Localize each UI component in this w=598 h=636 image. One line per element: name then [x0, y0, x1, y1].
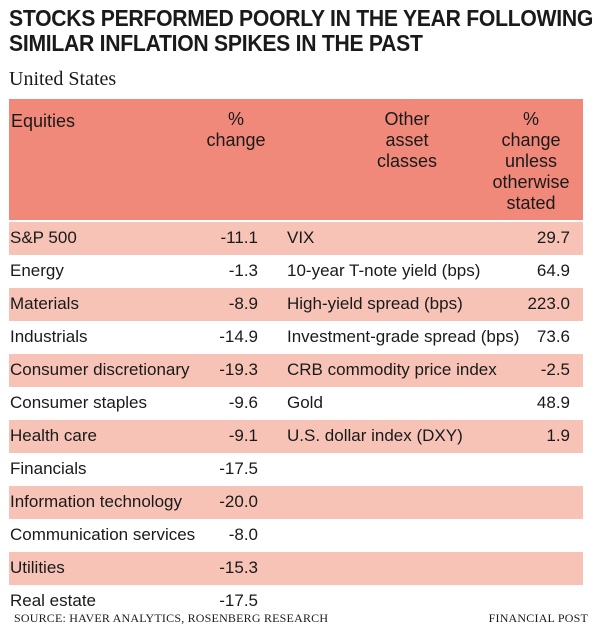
title-line-2: SIMILAR INFLATION SPIKES IN THE PAST	[9, 30, 423, 56]
asset-name: Gold	[287, 393, 323, 412]
asset-name: VIX	[287, 228, 315, 247]
title-line-1: STOCKS PERFORMED POORLY IN THE YEAR FOLL…	[9, 5, 594, 31]
header-pct-change: % change	[206, 109, 266, 150]
equity-name: Utilities	[10, 558, 65, 577]
asset-change: 223.0	[527, 294, 570, 313]
table-header: Equities % change Other asset classes % …	[9, 99, 583, 220]
equity-change: -9.6	[228, 393, 258, 412]
header-other-assets: Other asset classes	[376, 109, 438, 171]
asset-change: 48.9	[536, 393, 570, 412]
page-title: STOCKS PERFORMED POORLY IN THE YEAR FOLL…	[9, 5, 594, 56]
table-row: Information technology -20.0	[9, 486, 583, 519]
asset-name: 10-year T-note yield (bps)	[287, 261, 481, 280]
table-row: Energy -1.3 10-year T-note yield (bps) 6…	[9, 255, 583, 288]
equity-name: Consumer discretionary	[10, 360, 190, 379]
publisher-credit: FINANCIAL POST	[488, 611, 588, 625]
equity-name: Information technology	[10, 492, 182, 511]
equity-name: Consumer staples	[10, 393, 148, 412]
table-row: Communication services -8.0	[9, 519, 583, 552]
asset-change: 29.7	[536, 228, 570, 247]
header-pct-change-other: % change unless otherwise stated	[492, 109, 570, 213]
asset-change: 1.9	[546, 426, 570, 445]
equity-name: Communication services	[10, 525, 196, 544]
table-body: S&P 500 -11.1 VIX 29.7 Energy -1.3 10-ye…	[9, 222, 583, 618]
equity-name: Financials	[10, 459, 87, 478]
asset-name: CRB commodity price index	[287, 360, 497, 379]
equity-name: Energy	[10, 261, 64, 280]
equity-name: S&P 500	[10, 228, 77, 247]
equity-change: -19.3	[219, 360, 258, 379]
header-equities: Equities	[11, 111, 76, 131]
table-row: Consumer staples -9.6 Gold 48.9	[9, 387, 583, 420]
asset-name: High-yield spread (bps)	[287, 294, 463, 313]
table-row: Utilities -15.3	[9, 552, 583, 585]
equity-change: -20.0	[219, 492, 258, 511]
table-row: S&P 500 -11.1 VIX 29.7	[9, 222, 583, 255]
table-row: Health care -9.1 U.S. dollar index (DXY)…	[9, 420, 583, 453]
equity-change: -9.1	[228, 426, 258, 445]
equity-change: -14.9	[219, 327, 258, 346]
equity-change: -11.1	[220, 228, 259, 247]
equity-change: -15.3	[219, 558, 258, 577]
equity-change: -8.0	[228, 525, 258, 544]
asset-name: U.S. dollar index (DXY)	[287, 426, 463, 445]
asset-name: Investment-grade spread (bps)	[287, 327, 520, 346]
source-note: SOURCE: HAVER ANALYTICS, ROSENBERG RESEA…	[14, 611, 329, 625]
equity-change: -8.9	[228, 294, 258, 313]
equity-name: Industrials	[10, 327, 88, 346]
table-row: Industrials -14.9 Investment-grade sprea…	[9, 321, 583, 354]
asset-change: -2.5	[540, 360, 570, 379]
table-row: Real estate -17.5	[9, 585, 583, 618]
table-row: Materials -8.9 High-yield spread (bps) 2…	[9, 288, 583, 321]
equity-change: -17.5	[219, 459, 258, 478]
subtitle: United States	[9, 68, 117, 90]
equity-change: -1.3	[228, 261, 258, 280]
table-row: Financials -17.5	[9, 453, 583, 486]
equity-name: Real estate	[10, 591, 96, 610]
asset-change: 64.9	[536, 261, 570, 280]
table-row: Consumer discretionary -19.3 CRB commodi…	[9, 354, 583, 387]
equity-name: Health care	[10, 426, 97, 445]
asset-change: 73.6	[536, 327, 570, 346]
equity-name: Materials	[10, 294, 79, 313]
equity-change: -17.5	[219, 591, 258, 610]
